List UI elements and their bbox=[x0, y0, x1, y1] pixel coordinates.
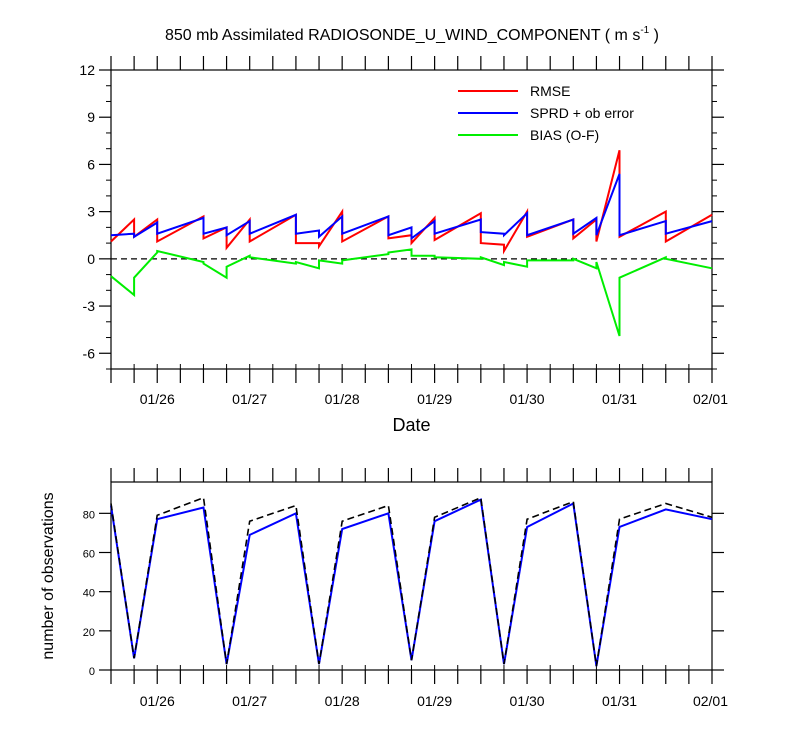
bottom-xtick-label: 01/28 bbox=[325, 693, 360, 709]
bottom-ytick-label: 0 bbox=[89, 666, 95, 678]
legend-label: RMSE bbox=[530, 83, 570, 99]
bottom-ytick-label: 80 bbox=[83, 509, 95, 521]
bottom-frame bbox=[110, 481, 713, 671]
bottom-ytick-label: 60 bbox=[83, 549, 95, 561]
chart-title: 850 mb Assimilated RADIOSONDE_U_WIND_COM… bbox=[165, 25, 659, 44]
bottom-ytick-label: 40 bbox=[83, 588, 95, 600]
top-series-bias-o-f bbox=[110, 248, 713, 337]
top-series-sprd-ob-error bbox=[110, 173, 713, 241]
bottom-xtick-label: 01/27 bbox=[232, 693, 267, 709]
top-ytick-label: -3 bbox=[83, 298, 96, 314]
top-xaxis-label: Date bbox=[392, 415, 430, 435]
top-xtick-label: 02/01 bbox=[693, 391, 728, 407]
top-xtick-label: 01/27 bbox=[232, 391, 267, 407]
top-ytick-label: 0 bbox=[87, 251, 95, 267]
bottom-xtick-label: 01/30 bbox=[510, 693, 545, 709]
top-ytick-label: -6 bbox=[83, 345, 96, 361]
bottom-series-used bbox=[110, 498, 713, 667]
bottom-xtick-label: 02/01 bbox=[693, 693, 728, 709]
top-series-rmse bbox=[110, 150, 713, 255]
top-plot: -6 -3 0 3 6 9 12 01/26 01/27 01/28 01/29 01/30 01/31… bbox=[79, 56, 728, 435]
top-xtick-label: 01/28 bbox=[325, 391, 360, 407]
legend-label: BIAS (O-F) bbox=[530, 127, 599, 143]
top-xtick-label: 01/30 bbox=[510, 391, 545, 407]
bottom-xtick-label: 01/31 bbox=[602, 693, 637, 709]
top-ytick-label: 6 bbox=[87, 156, 95, 172]
top-ytick-label: 9 bbox=[87, 109, 95, 125]
bottom-ytick-label: 20 bbox=[83, 627, 95, 639]
bottom-xtick-label: 01/29 bbox=[417, 693, 452, 709]
bottom-xtick-label: 01/26 bbox=[140, 693, 175, 709]
bottom-plot: 0 20 40 60 80 01/26 01/27 01/28 01/29 01/30 01/31 0… bbox=[40, 468, 728, 709]
top-xtick-label: 01/31 bbox=[602, 391, 637, 407]
top-ytick-label: 3 bbox=[87, 204, 95, 220]
bottom-series-possible bbox=[110, 496, 713, 667]
top-ytick-label: 12 bbox=[79, 62, 95, 78]
top-xtick-label: 01/29 bbox=[417, 391, 452, 407]
bottom-yaxis-label: number of observations bbox=[40, 492, 57, 659]
top-xtick-label: 01/26 bbox=[140, 391, 175, 407]
legend-label: SPRD + ob error bbox=[530, 105, 634, 121]
